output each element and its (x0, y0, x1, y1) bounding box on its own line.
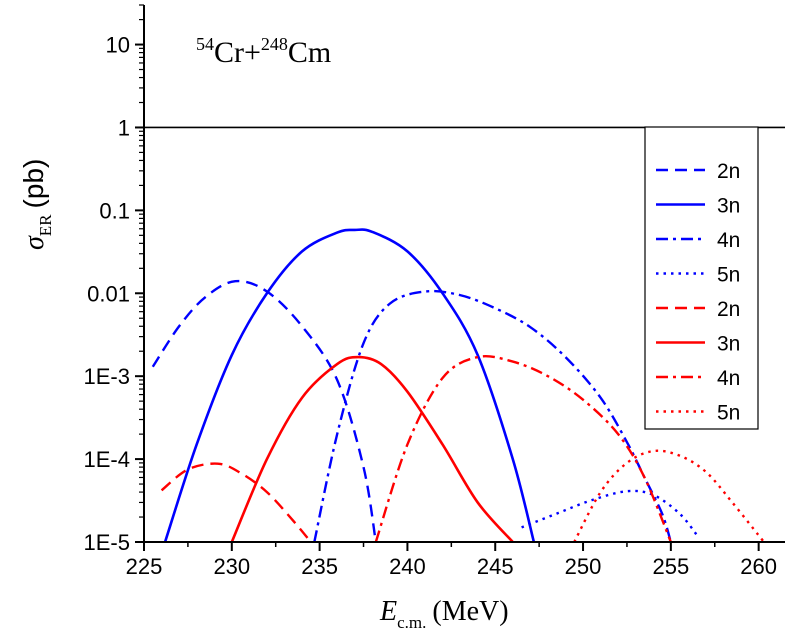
legend-label-red-4n: 4n (717, 367, 740, 390)
series-red-3n-solid (230, 355, 514, 542)
x-tick-label: 260 (740, 554, 777, 579)
y-tick-label: 1 (118, 115, 130, 140)
y-axis-unit: (pb) (18, 159, 49, 209)
series-layer (151, 228, 765, 542)
y-tick-label: 1E-4 (84, 447, 130, 472)
legend-label-blue-2n: 2n (717, 160, 740, 183)
x-tick-label: 235 (301, 554, 338, 579)
x-tick-label: 245 (477, 554, 514, 579)
legend: 2n 3n 4n 5n 2n 3n 4n 5n (656, 160, 740, 425)
x-axis-label: Ec.m. (MeV) (379, 596, 509, 632)
x-tick-label: 250 (565, 554, 602, 579)
y-tick-label: 0.1 (99, 198, 130, 223)
series-red-4n-dashdot (374, 354, 672, 542)
series-blue-3n-solid (163, 228, 536, 542)
title-elem-a: Cr (214, 36, 244, 69)
y-tick-label: 10 (106, 33, 130, 58)
legend-label-blue-4n: 4n (717, 229, 740, 252)
y-axis-label: σER (pb) (18, 159, 55, 250)
legend-label-blue-5n: 5n (717, 264, 740, 287)
series-blue-4n-dashdot (313, 289, 672, 542)
y-tick-label: 0.01 (87, 281, 130, 306)
y-axis-sub: ER (36, 214, 55, 236)
title-mass-b: 248 (261, 34, 288, 54)
legend-label-blue-3n: 3n (717, 195, 740, 218)
x-axis-unit: (MeV) (432, 596, 508, 627)
chart-title: 54Cr+248Cm (196, 34, 331, 69)
x-tick-label: 255 (652, 554, 689, 579)
x-tick-label: 230 (213, 554, 250, 579)
legend-box (644, 126, 759, 430)
title-elem-b: Cm (288, 36, 331, 69)
title-mass-a: 54 (196, 34, 214, 54)
series-red-2n-dashed (160, 462, 312, 542)
y-axis-symbol: σ (19, 235, 50, 250)
y-tick-label: 1E-5 (84, 530, 130, 555)
series-red-5n-dotted (573, 449, 765, 542)
x-axis-symbol: E (379, 596, 397, 627)
series-blue-5n-dotted (521, 489, 699, 537)
legend-label-red-2n: 2n (717, 298, 740, 321)
legend-label-red-5n: 5n (717, 402, 740, 425)
legend-label-red-3n: 3n (717, 333, 740, 356)
y-tick-label: 1E-3 (84, 364, 130, 389)
ticks-layer: 225 230 235 240 245 250 255 260 1E-5 1E-4 1E-3 0.01… (84, 4, 777, 579)
x-tick-label: 240 (389, 554, 426, 579)
x-tick-label: 225 (126, 554, 163, 579)
x-axis-sub: c.m. (397, 613, 426, 632)
title-plus: + (244, 36, 261, 69)
series-blue-2n-dashed (151, 279, 377, 542)
